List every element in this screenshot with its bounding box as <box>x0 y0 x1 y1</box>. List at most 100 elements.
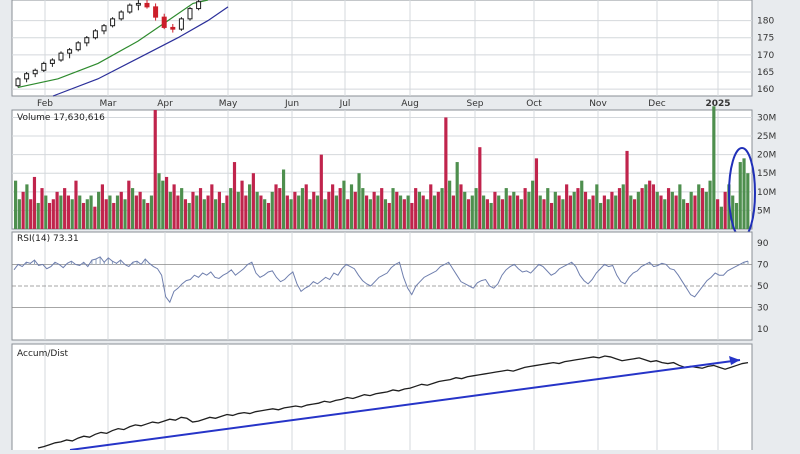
volume-bar <box>21 191 25 229</box>
volume-bar <box>512 191 516 229</box>
volume-bar <box>323 199 327 229</box>
volume-bar <box>527 191 531 229</box>
volume-tick-label: 10M <box>757 188 776 198</box>
volume-bar <box>546 188 550 229</box>
volume-bar <box>232 162 237 229</box>
volume-bar <box>206 195 210 229</box>
month-tick-label: Jul <box>339 99 351 109</box>
volume-bar <box>32 176 37 229</box>
volume-bar <box>214 199 218 229</box>
volume-bar <box>444 117 448 229</box>
candle-body <box>170 26 176 30</box>
volume-bar <box>115 195 120 229</box>
volume-bar <box>236 191 240 229</box>
volume-bar <box>482 195 486 229</box>
price-tick-label: 175 <box>757 34 774 44</box>
volume-bar <box>380 188 384 229</box>
candle-body <box>75 42 81 51</box>
volume-bar <box>278 188 282 229</box>
volume-bar <box>25 184 29 229</box>
volume-bar <box>229 188 233 229</box>
volume-bar <box>463 191 467 229</box>
volume-bar <box>89 195 93 229</box>
volume-bar <box>587 199 591 229</box>
candle-body <box>49 59 55 64</box>
trend-arrow-head <box>729 356 740 365</box>
volume-bar <box>221 202 225 229</box>
volume-bar <box>599 202 603 229</box>
volume-bar <box>663 199 667 229</box>
volume-bar <box>414 188 418 229</box>
volume-bar <box>138 191 142 229</box>
volume-bar <box>293 191 297 229</box>
accum-dist-trend-line <box>69 359 741 451</box>
candle-body <box>110 18 116 27</box>
volume-bar <box>648 180 652 229</box>
candle-body <box>84 37 90 44</box>
volume-bar <box>531 180 535 229</box>
volume-bar <box>297 195 301 229</box>
volume-bar <box>104 199 108 229</box>
month-tick-label: Oct <box>526 99 542 109</box>
rsi-tick-label: 70 <box>757 260 769 270</box>
volume-bar <box>29 199 33 229</box>
volume-bar <box>697 184 701 229</box>
month-tick-label: Sep <box>467 99 484 109</box>
volume-bar <box>240 180 244 229</box>
volume-bar <box>164 176 169 229</box>
candle-body <box>67 49 73 54</box>
volume-bar <box>85 199 89 229</box>
volume-bar <box>561 199 565 229</box>
volume-bar <box>436 191 440 229</box>
volume-bar <box>746 173 750 229</box>
volume-bar <box>670 191 674 229</box>
volume-bar <box>519 199 523 229</box>
volume-bar <box>251 173 255 229</box>
candle-body <box>161 16 167 28</box>
rsi-tick-label: 90 <box>757 239 769 249</box>
volume-bar <box>123 199 127 229</box>
volume-bar <box>704 191 708 229</box>
volume-bar <box>368 199 372 229</box>
volume-bar <box>55 191 59 229</box>
volume-bar <box>738 162 742 229</box>
volume-bar <box>36 202 40 229</box>
candle-body <box>153 6 159 18</box>
candle-body <box>58 52 64 61</box>
candle-body <box>196 1 202 10</box>
volume-bar <box>682 199 686 229</box>
volume-bar <box>515 195 520 229</box>
volume-bar <box>346 199 350 229</box>
candle-body <box>15 78 21 87</box>
month-axis: Feb Mar Apr May Jun Jul Aug Sep Oct Nov Dec 2025 <box>37 99 731 109</box>
rsi-line <box>13 256 749 304</box>
candle-body <box>24 73 30 80</box>
volume-bar <box>93 206 97 229</box>
volume-bar <box>51 199 55 229</box>
volume-bar <box>357 173 361 229</box>
volume-tick-label: 15M <box>757 169 776 179</box>
candle-body <box>32 69 38 75</box>
volume-bar <box>440 188 444 229</box>
volume-bar <box>319 154 323 229</box>
volume-bar <box>66 195 71 229</box>
accum-dist-panel-frame <box>11 343 753 454</box>
volume-bar <box>285 195 289 229</box>
volume-bar <box>263 199 267 229</box>
rsi-tick-label: 50 <box>757 282 769 292</box>
volume-bar <box>553 191 557 229</box>
volume-bar <box>640 188 644 229</box>
volume-bar <box>565 184 569 229</box>
accum-dist-panel: Accum/Dist <box>11 343 753 454</box>
volume-bar <box>448 180 452 229</box>
volume-bar <box>331 184 335 229</box>
volume-bar <box>112 202 116 229</box>
price-panel: 160 165 170 175 180 <box>11 0 774 97</box>
volume-bar <box>716 199 720 229</box>
volume-bar <box>644 184 648 229</box>
volume-bar <box>198 188 203 229</box>
volume-bar <box>485 199 489 229</box>
volume-bar <box>719 206 723 229</box>
